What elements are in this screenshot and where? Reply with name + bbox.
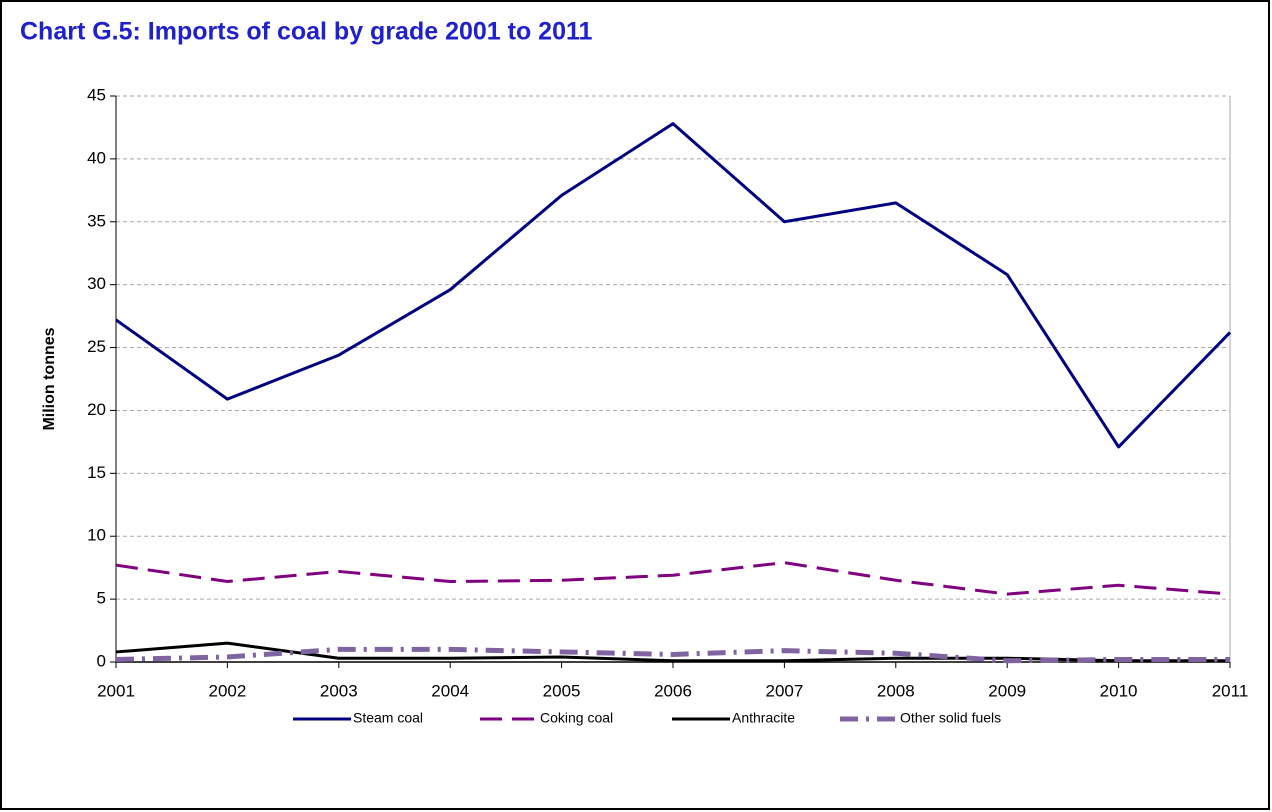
y-tick-label: 20 (87, 400, 106, 419)
y-axis-label: Milion tonnes (41, 327, 58, 430)
x-tick-label: 2011 (1212, 681, 1249, 700)
x-tick-label: 2005 (543, 681, 581, 700)
y-tick-label: 45 (87, 85, 106, 104)
x-tick-label: 2001 (97, 681, 135, 700)
x-tick-label: 2007 (765, 681, 803, 700)
y-tick-label: 35 (87, 211, 106, 230)
x-tick-label: 2010 (1100, 681, 1138, 700)
x-tick-label: 2006 (654, 681, 692, 700)
x-tick-label: 2002 (208, 681, 246, 700)
y-tick-label: 10 (87, 526, 106, 545)
chart-title: Chart G.5: Imports of coal by grade 2001… (20, 18, 593, 46)
legend-label: Anthracite (732, 710, 795, 726)
x-tick-label: 2004 (431, 681, 469, 700)
x-tick-label: 2003 (320, 681, 358, 700)
legend-label: Other solid fuels (900, 710, 1001, 726)
series-line (115, 561, 1231, 596)
legend-label: Steam coal (353, 710, 423, 726)
y-tick-label: 40 (87, 148, 106, 167)
x-tick-label: 2009 (988, 681, 1026, 700)
x-tick-label: 2008 (877, 681, 915, 700)
y-tick-label: 25 (87, 337, 106, 356)
series-line (115, 646, 1230, 664)
y-tick-label: 5 (97, 589, 106, 608)
series-line (115, 122, 1232, 449)
legend-label: Coking coal (540, 710, 613, 726)
y-tick-label: 0 (97, 651, 106, 670)
y-tick-label: 15 (87, 463, 106, 482)
y-tick-label: 30 (87, 274, 106, 293)
